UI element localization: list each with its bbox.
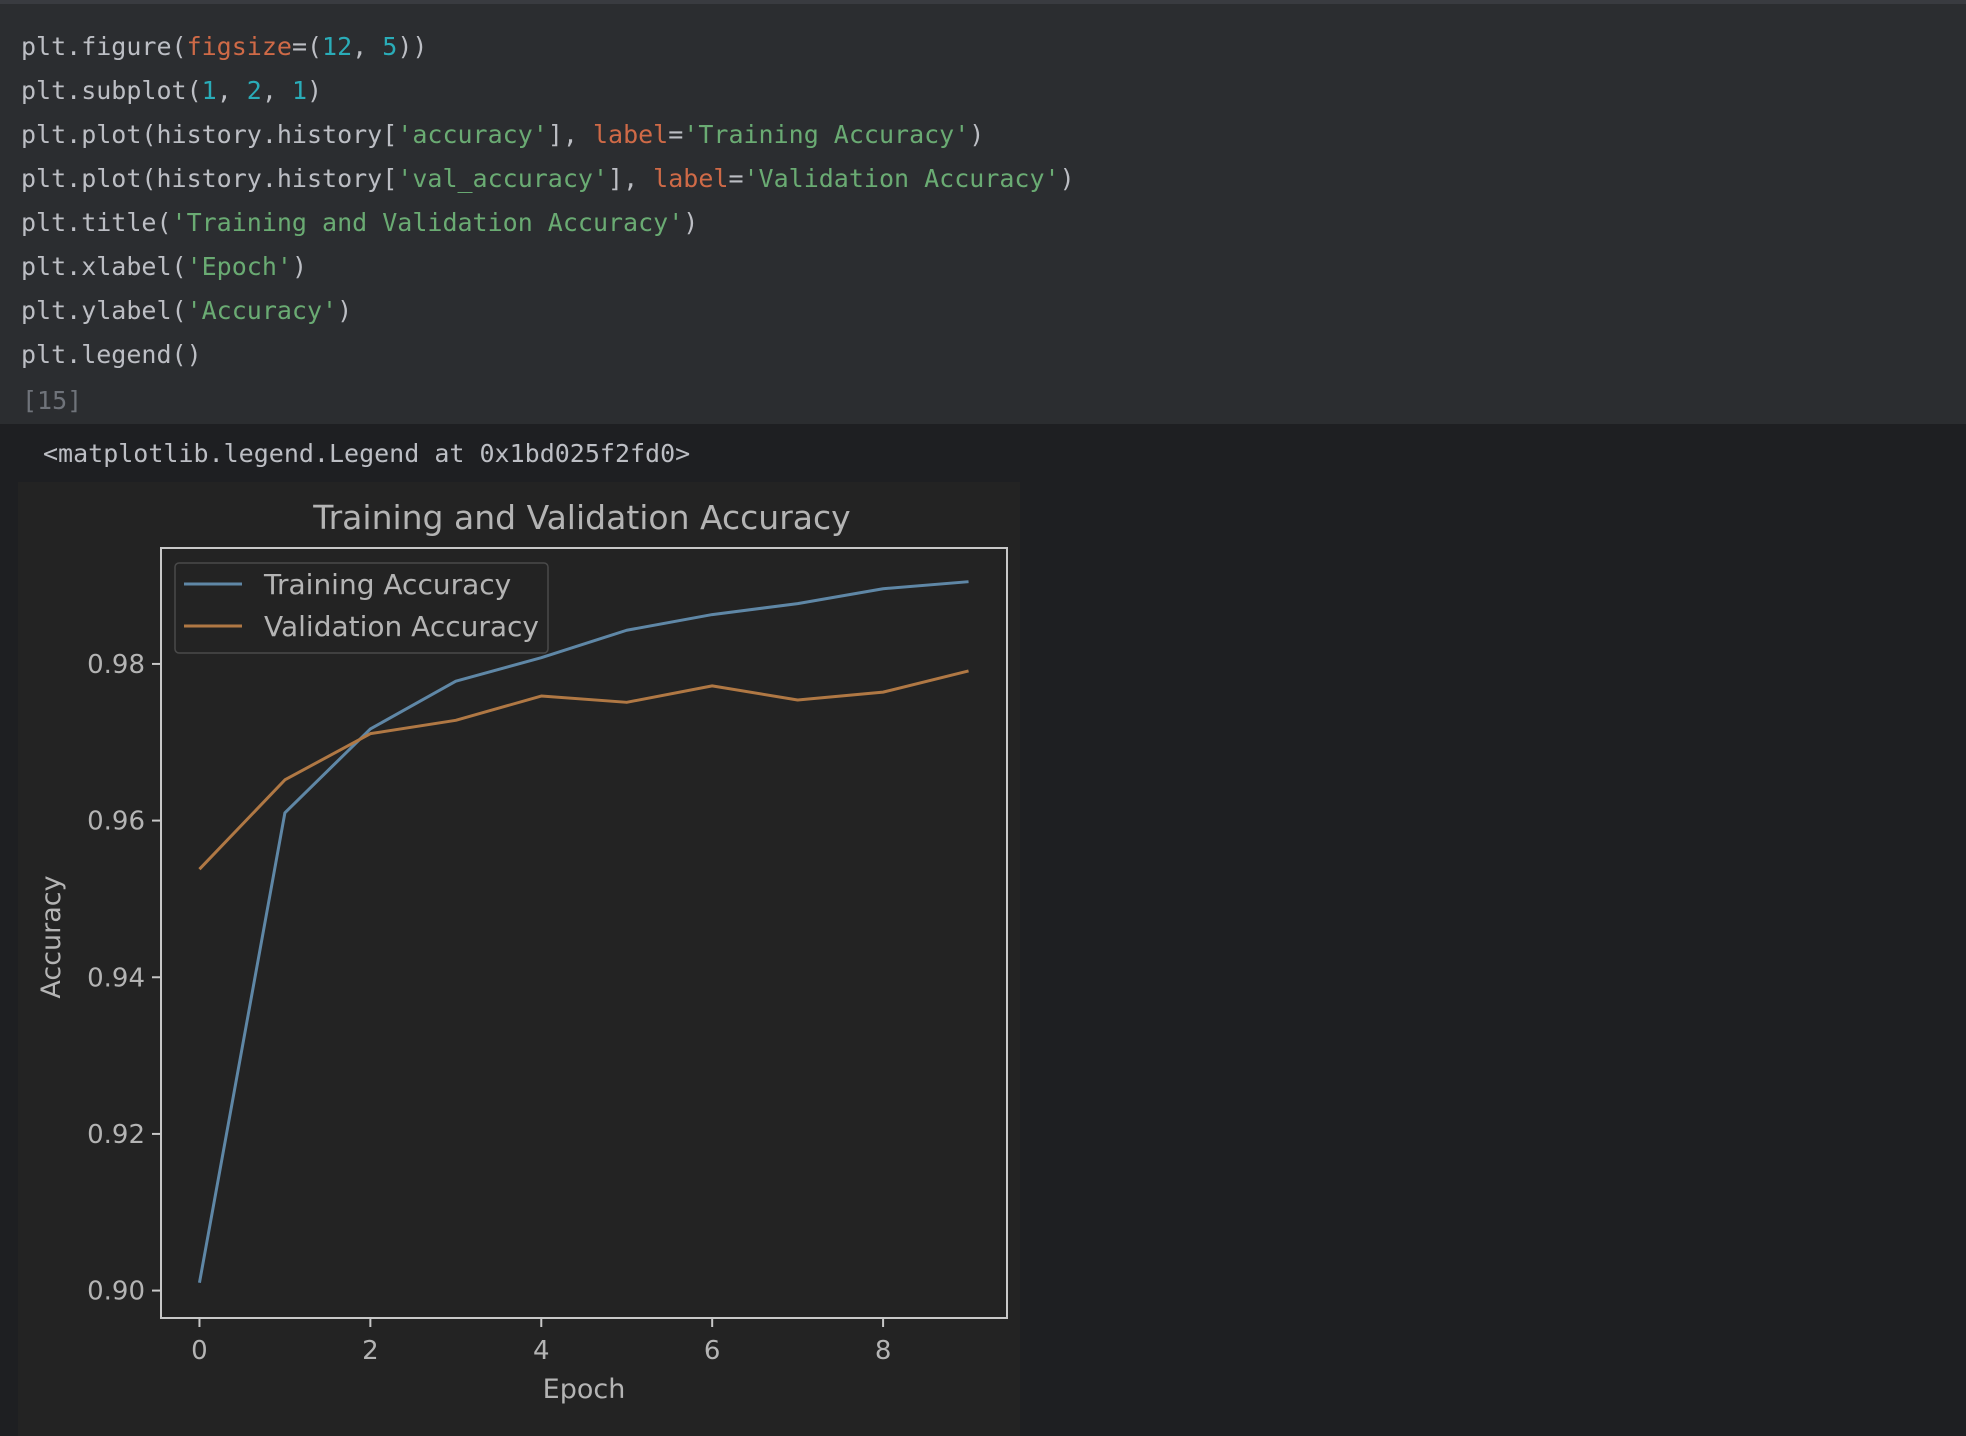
code-token: 1 <box>291 76 308 105</box>
execution-count: [15] <box>22 386 83 415</box>
code-token: 12 <box>322 32 353 61</box>
cell-output-text: <matplotlib.legend.Legend at 0x1bd025f2f… <box>43 439 691 468</box>
code-token: plt.plot(history.history[ <box>21 120 398 149</box>
y-axis-label: Accuracy <box>36 875 67 998</box>
code-token: ) <box>1059 164 1075 193</box>
accuracy-chart: Training and Validation Accuracy 0 2 4 6 8 0.… <box>36 498 1008 1405</box>
code-token: 'Training and Validation Accuracy' <box>171 208 684 237</box>
code-token: ], <box>608 164 654 193</box>
code-token: 'val_accuracy' <box>397 164 609 193</box>
y-tick-label: 0.98 <box>87 650 145 680</box>
code-token: plt.figure( <box>21 32 187 61</box>
legend-box <box>174 562 549 654</box>
x-tick-label: 0 <box>191 1336 208 1366</box>
code-token: ) <box>683 208 699 237</box>
y-tick-label: 0.94 <box>87 963 145 993</box>
code-token: = <box>668 120 684 149</box>
code-token: plt.xlabel( <box>21 252 187 281</box>
legend-label-validation: Validation Accuracy <box>264 610 539 643</box>
y-tick-label: 0.90 <box>87 1277 145 1307</box>
plot-frame <box>160 547 1008 1319</box>
code-line[interactable]: plt.plot(history.history['val_accuracy']… <box>21 164 1075 194</box>
code-line[interactable]: plt.ylabel('Accuracy') <box>21 296 352 326</box>
code-token: =( <box>291 32 323 61</box>
code-token: 'Validation Accuracy' <box>743 164 1060 193</box>
code-token: 1 <box>201 76 217 105</box>
code-token: ], <box>547 120 593 149</box>
code-token: plt.subplot( <box>21 76 202 105</box>
code-line[interactable]: plt.legend() <box>21 340 202 370</box>
code-token: 'Epoch' <box>186 252 292 281</box>
matplotlib-figure: Training and Validation Accuracy 0 2 4 6 8 0.… <box>18 482 1020 1436</box>
code-token: , <box>216 76 247 105</box>
code-token: 5 <box>382 32 398 61</box>
legend-label-training: Training Accuracy <box>263 568 511 601</box>
training-accuracy-line <box>197 580 969 1284</box>
code-token: ) <box>291 252 307 281</box>
code-line[interactable]: plt.subplot(1, 2, 1) <box>21 76 322 106</box>
code-token: plt.ylabel( <box>21 296 187 325</box>
chart-title: Training and Validation Accuracy <box>312 498 850 537</box>
code-token: ) <box>307 76 323 105</box>
y-tick-label: 0.92 <box>87 1120 145 1150</box>
code-token: )) <box>397 32 428 61</box>
code-line[interactable]: plt.xlabel('Epoch') <box>21 252 307 282</box>
code-line[interactable]: plt.plot(history.history['accuracy'], la… <box>21 120 984 150</box>
code-token: 'Accuracy' <box>186 296 338 325</box>
validation-accuracy-line <box>198 669 969 871</box>
code-token: , <box>261 76 292 105</box>
y-tick-label: 0.96 <box>87 807 145 837</box>
code-token: 2 <box>246 76 262 105</box>
code-token: plt.title( <box>21 208 172 237</box>
code-token: plt.plot(history.history[ <box>21 164 398 193</box>
code-token: ) <box>337 296 353 325</box>
x-tick-label: 2 <box>362 1336 379 1366</box>
x-tick-label: 8 <box>875 1336 892 1366</box>
code-token: , <box>352 32 383 61</box>
code-token: 'Training Accuracy' <box>683 120 970 149</box>
x-tick-label: 6 <box>704 1336 721 1366</box>
code-token: = <box>728 164 744 193</box>
code-token: figsize <box>186 32 292 61</box>
x-tick-label: 4 <box>533 1336 550 1366</box>
code-token: 'accuracy' <box>397 120 548 149</box>
code-cell[interactable]: plt.figure(figsize=(12, 5)) plt.subplot(1… <box>0 0 1966 424</box>
code-token: ) <box>969 120 985 149</box>
chart-legend: Training Accuracy Validation Accuracy <box>174 562 549 654</box>
code-token: label <box>653 164 729 193</box>
x-axis-label: Epoch <box>543 1374 626 1405</box>
code-token: label <box>592 120 669 149</box>
code-line[interactable]: plt.figure(figsize=(12, 5)) <box>21 32 427 62</box>
code-line[interactable]: plt.title('Training and Validation Accur… <box>21 208 698 238</box>
code-token: plt.legend() <box>21 340 202 369</box>
